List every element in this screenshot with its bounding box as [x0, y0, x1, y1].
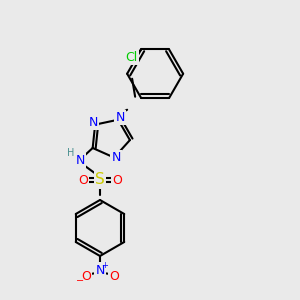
- Text: −: −: [76, 276, 84, 286]
- Text: N: N: [116, 111, 125, 124]
- Text: N: N: [95, 263, 105, 277]
- Text: O: O: [112, 173, 122, 187]
- Text: H: H: [67, 148, 75, 158]
- Text: N: N: [75, 154, 85, 166]
- Text: O: O: [81, 269, 91, 283]
- Text: O: O: [109, 269, 119, 283]
- Text: N: N: [88, 116, 98, 129]
- Text: N: N: [112, 151, 121, 164]
- Text: Cl: Cl: [125, 51, 137, 64]
- Text: S: S: [95, 172, 105, 188]
- Text: O: O: [78, 173, 88, 187]
- Text: +: +: [102, 260, 108, 269]
